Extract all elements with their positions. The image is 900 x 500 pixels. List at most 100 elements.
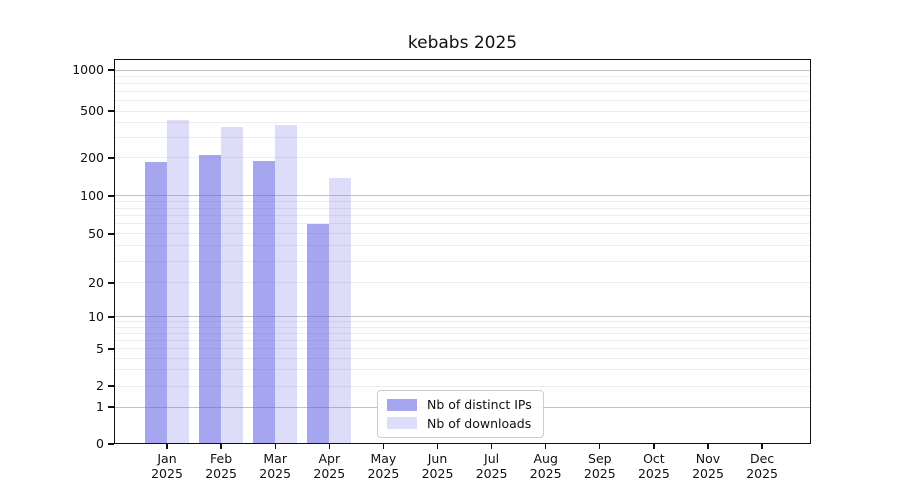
x-tick-mark xyxy=(382,444,385,449)
legend-item-downloads: Nb of downloads xyxy=(387,416,534,431)
x-tick-month: Mar xyxy=(263,451,287,466)
legend-swatch-distinct-ips xyxy=(387,398,417,411)
y-tick-mark xyxy=(108,110,114,112)
bar-downloads xyxy=(329,177,352,444)
bar-distinct-ips xyxy=(307,224,330,444)
y-grid-minor xyxy=(114,321,811,323)
x-tick-year: 2025 xyxy=(529,466,562,481)
y-tick-mark xyxy=(108,443,114,445)
x-tick-year: 2025 xyxy=(583,466,616,481)
legend-label: Nb of downloads xyxy=(427,415,532,431)
x-tick-year: 2025 xyxy=(692,466,724,481)
bar-distinct-ips xyxy=(253,160,276,444)
y-tick-label: 5 xyxy=(96,340,104,356)
y-tick-label: 500 xyxy=(80,103,104,118)
y-grid-major xyxy=(114,195,811,197)
legend-item-distinct-ips: Nb of distinct IPs xyxy=(387,397,534,412)
x-tick-label: Feb 2025 xyxy=(193,451,249,481)
x-tick-mark xyxy=(599,444,601,449)
x-tick-month: Feb xyxy=(210,451,233,466)
x-tick-month: Aug xyxy=(533,451,558,466)
y-grid-major xyxy=(114,69,811,71)
bar-downloads xyxy=(167,119,189,444)
x-tick-year: 2025 xyxy=(637,466,670,481)
y-grid-minor xyxy=(114,385,811,387)
bar-distinct-ips xyxy=(199,155,222,444)
x-tick-month: Dec xyxy=(749,451,775,466)
y-grid-minor xyxy=(114,201,811,203)
x-tick-label: Dec 2025 xyxy=(734,451,790,481)
y-grid-minor xyxy=(114,157,811,159)
y-grid-minor xyxy=(114,369,811,371)
legend: Nb of distinct IPs Nb of downloads xyxy=(377,390,544,438)
bar-distinct-ips xyxy=(145,162,167,444)
x-tick-label: Jul 2025 xyxy=(464,451,520,481)
y-grid-minor xyxy=(114,207,811,209)
x-tick-label: Jan 2025 xyxy=(139,451,195,481)
x-tick-mark xyxy=(220,444,222,449)
y-grid-minor xyxy=(114,340,811,342)
x-tick-label: Oct 2025 xyxy=(626,451,682,481)
x-tick-label: Sep 2025 xyxy=(572,451,628,481)
x-tick-year: 2025 xyxy=(151,466,183,481)
x-tick-mark xyxy=(545,444,547,449)
x-tick-mark xyxy=(707,444,709,449)
y-tick-mark xyxy=(108,157,114,159)
x-tick-mark xyxy=(490,444,493,449)
x-tick-month: Sep xyxy=(588,451,612,466)
y-tick-mark xyxy=(108,69,114,71)
y-tick-mark xyxy=(108,282,114,284)
x-tick-mark xyxy=(274,444,276,449)
y-grid-minor xyxy=(114,357,811,359)
y-tick-label: 2 xyxy=(96,378,104,394)
x-tick-label: Mar 2025 xyxy=(247,451,303,481)
x-tick-month: Nov xyxy=(695,451,721,466)
y-tick-mark xyxy=(108,195,114,197)
x-tick-year: 2025 xyxy=(475,466,508,481)
x-tick-year: 2025 xyxy=(313,466,346,481)
chart-title: kebabs 2025 xyxy=(407,33,518,53)
x-tick-year: 2025 xyxy=(205,466,237,481)
y-grid-minor xyxy=(114,75,811,77)
x-tick-mark xyxy=(166,444,168,449)
x-tick-mark xyxy=(436,444,439,449)
x-tick-label: Apr 2025 xyxy=(301,451,357,481)
y-tick-label: 1 xyxy=(96,399,104,414)
x-tick-mark xyxy=(328,444,330,449)
y-grid-minor xyxy=(114,136,811,138)
x-tick-label: Nov 2025 xyxy=(680,451,736,481)
x-tick-year: 2025 xyxy=(421,466,454,481)
y-grid-minor xyxy=(114,82,811,84)
y-grid-minor xyxy=(114,99,811,101)
x-tick-label: May 2025 xyxy=(355,451,411,481)
x-tick-label: Aug 2025 xyxy=(518,451,574,481)
y-grid-minor xyxy=(114,348,811,350)
y-grid-minor xyxy=(114,260,811,262)
y-grid-minor xyxy=(114,245,811,247)
x-tick-month: May xyxy=(370,451,397,466)
y-grid-minor xyxy=(114,282,811,284)
y-tick-mark xyxy=(108,348,114,350)
y-grid-minor xyxy=(114,90,811,92)
y-grid-major xyxy=(114,316,811,318)
x-tick-month: Jun xyxy=(427,451,448,466)
x-tick-month: Apr xyxy=(318,451,341,466)
y-grid-minor xyxy=(114,110,811,112)
y-tick-label: 1000 xyxy=(72,62,104,77)
legend-swatch-downloads xyxy=(387,417,417,430)
x-tick-year: 2025 xyxy=(367,466,400,481)
y-tick-label: 10 xyxy=(88,308,104,324)
x-tick-month: Oct xyxy=(643,451,665,466)
x-tick-year: 2025 xyxy=(259,466,292,481)
y-tick-mark xyxy=(108,406,114,408)
x-tick-label: Jun 2025 xyxy=(410,451,466,481)
y-tick-mark xyxy=(108,233,114,235)
plot-area xyxy=(114,59,811,444)
legend-label: Nb of distinct IPs xyxy=(427,397,532,413)
y-tick-label: 0 xyxy=(96,436,104,451)
y-grid-minor xyxy=(114,121,811,123)
y-grid-minor xyxy=(114,332,811,334)
y-tick-label: 50 xyxy=(88,225,104,241)
y-tick-label: 100 xyxy=(80,187,104,203)
